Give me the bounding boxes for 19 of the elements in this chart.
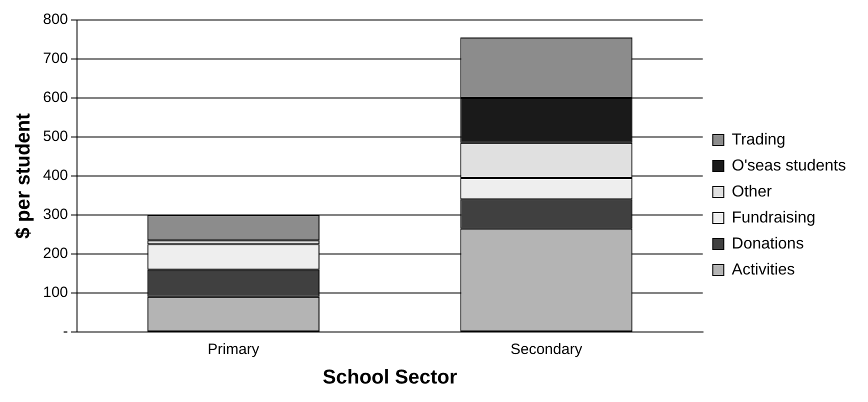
y-tick-label: 400 — [42, 167, 68, 184]
x-tick-label: Secondary — [510, 341, 583, 358]
legend-label: Activities — [732, 261, 795, 278]
y-tick-label: 500 — [42, 128, 68, 146]
y-tick-label: 800 — [42, 11, 68, 28]
legend-label: Fundraising — [732, 209, 816, 226]
y-tick-label: - — [63, 323, 68, 340]
legend-label: Other — [732, 183, 772, 200]
legend-label: Trading — [732, 131, 786, 148]
x-axis-title: School Sector — [322, 366, 458, 389]
y-tick-label: 200 — [42, 245, 68, 262]
x-tick-label: Primary — [208, 341, 260, 358]
legend-label: Donations — [732, 235, 804, 252]
y-tick-label: 100 — [42, 284, 68, 302]
y-tick-label: 600 — [42, 89, 68, 106]
y-tick-label: 700 — [42, 50, 68, 68]
y-axis-title: $ per student — [12, 112, 35, 239]
y-tick-label: 300 — [42, 206, 68, 224]
legend-label: O'seas students — [732, 157, 846, 174]
